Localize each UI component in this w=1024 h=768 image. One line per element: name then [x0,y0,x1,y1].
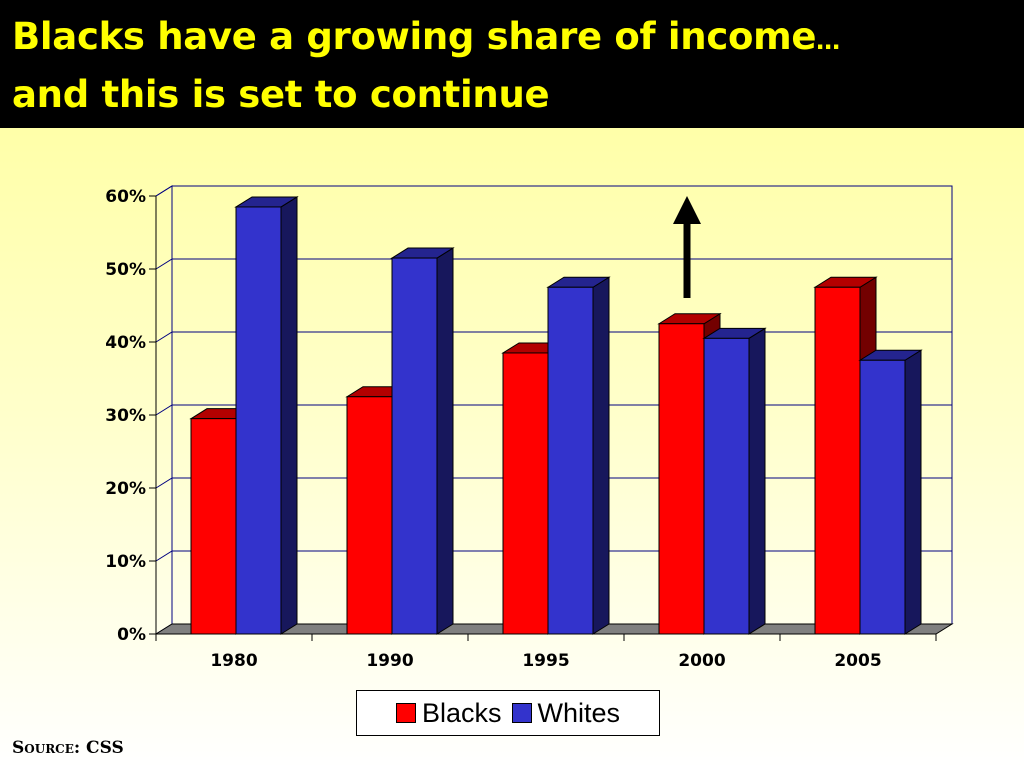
bar-front [658,323,705,635]
bar-side [904,349,922,635]
x-category-label: 2005 [834,651,881,671]
bar-whites-1980 [234,196,299,635]
x-category-label: 1995 [522,651,569,671]
bars [189,196,923,635]
title-line-2: and this is set to continue [12,73,550,116]
x-category-label: 2000 [678,651,725,671]
bar-whites-1995 [546,276,611,635]
title-ellipsis: … [816,27,840,55]
legend-item-blacks: Blacks [395,697,502,729]
gridline [155,185,952,197]
annotations [673,196,701,298]
legend-item-whites: Whites [511,697,621,729]
gridline [155,258,952,270]
bar-side [436,247,454,635]
arrow-head [673,196,701,224]
bar-whites-2005 [858,349,923,635]
bar-side [748,327,766,635]
y-tick-label: 10% [105,552,146,572]
legend: Blacks Whites [356,690,660,736]
y-tick-label: 0% [117,625,146,645]
bar-front [703,337,750,635]
y-tick-label: 40% [105,333,146,353]
axis-labels: 0% 10% 20% 30% 40% 50% 60% 1980 1990 1995 2000 2005 [105,187,881,671]
legend-label-whites: Whites [537,697,621,728]
y-tick-label: 30% [105,406,146,426]
y-tick-label: 50% [105,260,146,280]
legend-swatch-blacks [395,703,416,723]
bar-front [391,257,438,635]
x-category-label: 1980 [210,651,257,671]
bar-whites-1990 [390,247,455,635]
bar-front [814,286,861,635]
bar-front [859,359,906,635]
upward-arrow-icon [673,196,701,298]
slide-title: Blacks have a growing share of income… an… [12,10,840,122]
bar-front [502,352,549,635]
bar-whites-2000 [702,327,767,635]
source-note: Source: CSS [12,738,124,758]
bar-front [547,286,594,635]
bar-side [592,276,610,635]
bar-front [346,396,393,635]
y-tick-label: 60% [105,187,146,207]
bar-side [280,196,298,635]
x-category-label: 1990 [366,651,413,671]
legend-swatch-whites [511,703,532,723]
bar-front [190,418,237,635]
bar-front [235,206,282,635]
y-tick-label: 20% [105,479,146,499]
legend-label-blacks: Blacks [421,697,502,728]
title-bar: Blacks have a growing share of income… an… [0,0,1024,128]
title-line-1: Blacks have a growing share of income [12,15,817,58]
